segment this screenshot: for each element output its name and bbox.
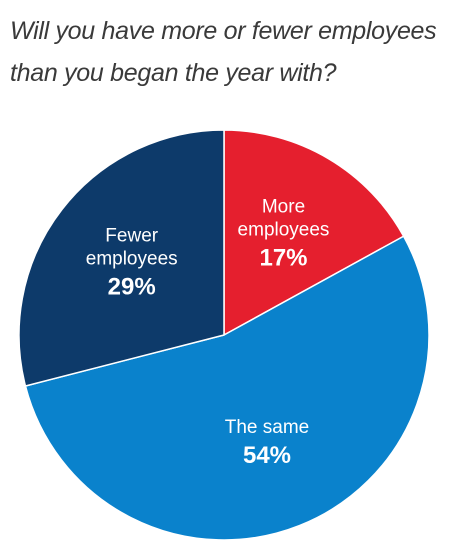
- slice-category-label: employees: [86, 248, 178, 269]
- pie-slice-fewer-employees: [18, 129, 225, 387]
- slice-category-label: Fewer: [105, 225, 158, 246]
- slice-category-label: The same: [225, 417, 309, 438]
- slice-label-the-same: The same 54%: [225, 417, 309, 469]
- chart-title: Will you have more or fewer employees th…: [10, 10, 448, 94]
- chart-title-line-1: Will you have more or fewer employees: [10, 17, 437, 45]
- pie-slice-more-employees: [223, 129, 405, 336]
- chart-title-line-2: than you began the year with?: [10, 59, 337, 87]
- slice-value-label: 29%: [108, 273, 156, 300]
- pie-slice-the-same: [24, 235, 430, 541]
- slice-category-label: More: [262, 196, 305, 217]
- slice-value-label: 54%: [243, 442, 291, 469]
- slice-value-label: 17%: [259, 244, 307, 271]
- slice-category-label: employees: [238, 219, 330, 240]
